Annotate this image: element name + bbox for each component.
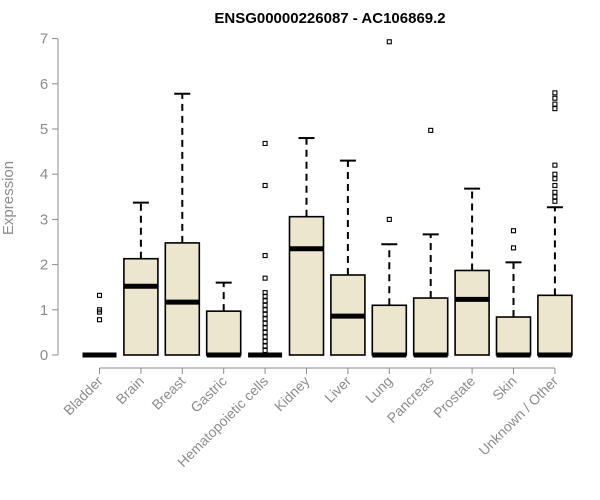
y-tick-label: 3: [40, 211, 48, 228]
outlier-point: [262, 316, 268, 322]
outlier-point: [552, 189, 558, 195]
box-rect: [371, 304, 408, 356]
y-tick-label: 5: [40, 121, 48, 138]
outlier-point: [262, 182, 268, 189]
outlier-point: [262, 290, 268, 296]
outlier-point: [552, 171, 558, 177]
outlier-point: [96, 307, 103, 313]
box-rect: [412, 297, 449, 356]
outlier-point: [262, 275, 268, 281]
box-11: [537, 90, 573, 358]
outlier-point: [262, 338, 268, 344]
box-rect: [123, 257, 159, 356]
outlier-point: [552, 198, 558, 204]
outlier-point: [262, 334, 268, 340]
y-tick-label: 2: [40, 257, 48, 274]
outlier-point: [262, 302, 268, 308]
y-tick-label: 0: [40, 347, 48, 364]
y-tick-label: 7: [40, 31, 48, 48]
y-axis: 0 1 2 3 4 5 6 7: [40, 31, 59, 364]
box-2: [164, 92, 201, 356]
outlier-point: [552, 95, 558, 101]
x-tick-label: Skin: [489, 373, 520, 404]
x-tick-label: Bladder: [60, 373, 106, 419]
box-5: [288, 137, 325, 356]
x-tick-label: Lung: [362, 373, 395, 406]
y-tick-label: 1: [40, 302, 48, 319]
outlier-point: [552, 162, 558, 168]
x-tick-label: Liver: [321, 373, 354, 406]
outlier-point: [96, 317, 103, 323]
x-tick-label: Unknown / Other: [475, 373, 561, 459]
y-axis-label: Expression: [0, 161, 17, 235]
box-3: [205, 281, 242, 358]
outlier-point: [552, 194, 558, 200]
outlier-point: [386, 216, 392, 222]
boxes-group: [82, 39, 573, 358]
outlier-point: [262, 320, 268, 326]
outlier-point: [262, 325, 268, 331]
outlier-point: [510, 245, 517, 251]
outlier-point: [386, 39, 392, 45]
outlier-point: [552, 176, 558, 182]
box-rect: [288, 215, 325, 356]
outlier-point: [552, 90, 558, 96]
x-tick-label: Breast: [148, 373, 188, 413]
box-4: [248, 140, 283, 358]
x-tick-label: Prostate: [430, 373, 478, 421]
box-9: [454, 187, 490, 356]
outlier-point: [552, 182, 558, 189]
chart-title: ENSG00000226087 - AC106869.2: [214, 10, 445, 27]
outlier-point: [510, 228, 517, 234]
box-rect: [454, 269, 490, 356]
box-6: [330, 159, 366, 356]
box-rect: [537, 294, 573, 356]
outlier-point: [428, 127, 434, 133]
outlier-point: [96, 292, 103, 298]
box-10: [495, 228, 532, 358]
box-rect: [164, 242, 201, 356]
outlier-point: [262, 329, 268, 335]
outlier-point: [552, 106, 558, 112]
outlier-point: [262, 140, 268, 147]
outlier-point: [262, 253, 268, 259]
outlier-point: [262, 307, 268, 313]
y-tick-label: 6: [40, 76, 48, 93]
box-rect: [495, 316, 532, 356]
box-0: [82, 292, 117, 358]
outlier-point: [262, 343, 268, 349]
outlier-point: [262, 347, 268, 354]
box-rect: [205, 310, 242, 356]
outlier-point: [552, 101, 558, 107]
outlier-point: [262, 311, 268, 317]
outlier-point: [262, 298, 268, 304]
box-7: [371, 39, 408, 358]
box-1: [123, 201, 159, 356]
x-tick-label: Kidney: [271, 373, 313, 415]
y-tick-label: 4: [40, 166, 48, 183]
box-8: [412, 127, 449, 358]
x-tick-label: Brain: [113, 373, 147, 407]
